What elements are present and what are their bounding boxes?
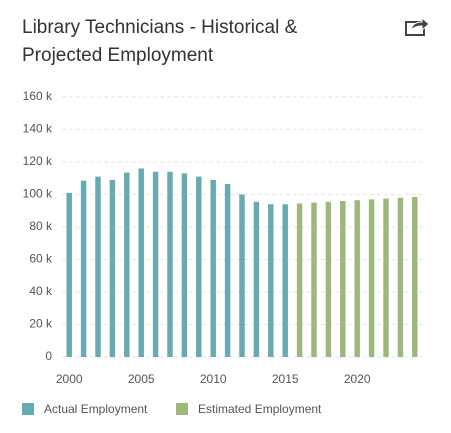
bar: [239, 194, 245, 357]
y-tick-label: 160 k: [23, 89, 53, 103]
legend-label: Estimated Employment: [198, 402, 322, 416]
x-tick-label: 2015: [272, 372, 299, 386]
bar: [354, 200, 360, 357]
bar: [311, 202, 317, 357]
bar: [282, 204, 288, 357]
bar: [268, 204, 274, 357]
share-icon[interactable]: [405, 16, 430, 36]
bar: [109, 179, 116, 357]
bar: [138, 168, 144, 357]
x-tick-label: 2000: [56, 372, 83, 386]
share-arrow: [410, 16, 430, 32]
bar: [253, 201, 260, 357]
x-tick-label: 2020: [344, 372, 371, 386]
y-tick-label: 80 k: [29, 219, 53, 233]
bar: [80, 180, 87, 357]
bar: [95, 176, 101, 357]
bar: [224, 183, 231, 357]
legend-swatch: [176, 403, 188, 415]
chart-title: Library Technicians - Historical & Proje…: [22, 17, 298, 66]
bar: [196, 176, 202, 357]
bar: [340, 201, 346, 357]
bar: [66, 192, 72, 357]
bar: [397, 197, 404, 357]
bar: [368, 199, 375, 357]
bar: [181, 173, 188, 357]
bar: [167, 171, 173, 357]
y-tick-label: 60 k: [29, 252, 53, 266]
y-tick-label: 0: [45, 349, 52, 363]
bar: [296, 203, 303, 357]
bar: [152, 171, 159, 357]
x-tick-label: 2010: [200, 372, 227, 386]
bar: [412, 196, 418, 357]
y-tick-label: 120 k: [23, 154, 53, 168]
bar: [210, 179, 216, 357]
bar: [124, 172, 130, 357]
bar: [325, 201, 332, 357]
y-tick-label: 140 k: [23, 122, 53, 136]
legend-label: Actual Employment: [44, 402, 148, 416]
y-tick-label: 100 k: [23, 187, 53, 201]
legend-swatch: [22, 403, 34, 415]
x-tick-label: 2005: [128, 372, 155, 386]
y-tick-label: 20 k: [29, 317, 53, 331]
y-tick-label: 40 k: [29, 284, 53, 298]
bar: [383, 198, 389, 357]
